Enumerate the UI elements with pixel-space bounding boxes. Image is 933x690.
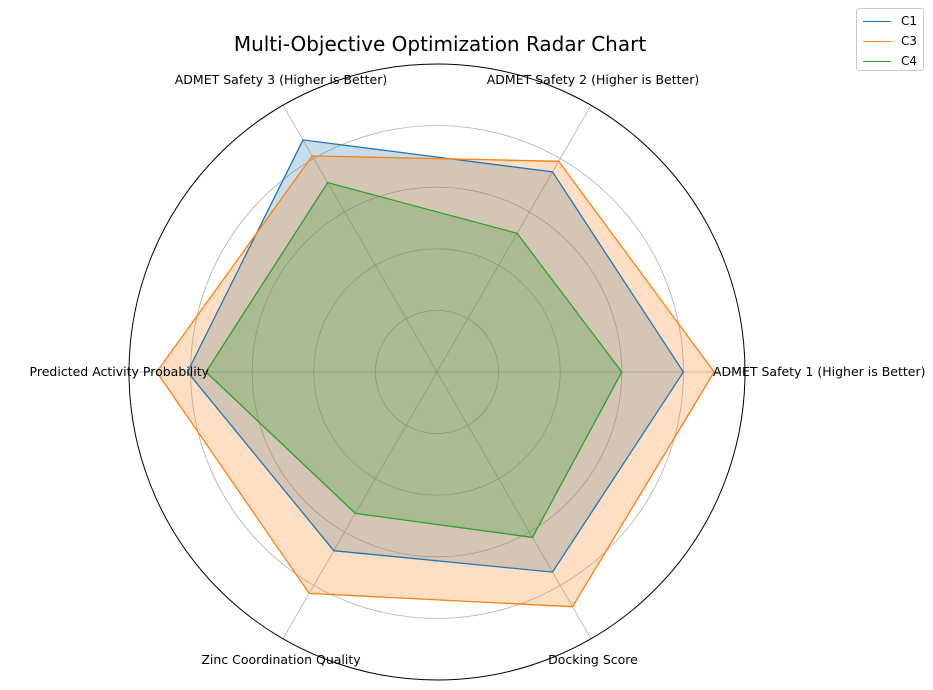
axis-label-1: ADMET Safety 1 (Higher is Better) (713, 364, 926, 379)
legend-item-c4: C4 (863, 51, 917, 71)
legend-item-c1: C1 (863, 11, 917, 31)
legend-label-c4: C4 (901, 54, 918, 68)
legend-swatch-c1 (863, 20, 891, 22)
series-area-c1 (187, 139, 684, 573)
axis-label-3: ADMET Safety 3 (Higher is Better) (175, 72, 388, 87)
series-line-c4 (205, 181, 623, 539)
axis-label-4: Predicted Activity Probability (30, 364, 210, 379)
series-area-c4 (206, 182, 622, 538)
legend-swatch-c4 (863, 60, 891, 62)
legend-label-c1: C1 (901, 14, 918, 28)
series-area-c3 (156, 155, 715, 607)
legend-swatch-c3 (863, 40, 891, 42)
axis-spoke-5 (282, 371, 438, 639)
series-line-c1 (186, 139, 685, 573)
series-line-c3 (155, 155, 715, 608)
axis-label-2: ADMET Safety 2 (Higher is Better) (487, 72, 700, 87)
outer-ring (128, 63, 746, 681)
legend-item-c3: C3 (863, 31, 917, 51)
axis-label-5: Zinc Coordination Quality (201, 652, 361, 667)
axis-label-6: Docking Score (548, 652, 638, 667)
axis-spoke-3 (282, 105, 438, 373)
chart-title: Multi-Objective Optimization Radar Chart (233, 32, 647, 56)
radar-series (155, 139, 715, 608)
axis-spoke-6 (436, 371, 592, 639)
legend-label-c3: C3 (901, 34, 918, 48)
axis-labels: ADMET Safety 1 (Higher is Better) ADMET S… (30, 72, 926, 667)
axis-spoke-2 (436, 105, 592, 373)
legend: C1 C3 C4 (856, 8, 924, 71)
